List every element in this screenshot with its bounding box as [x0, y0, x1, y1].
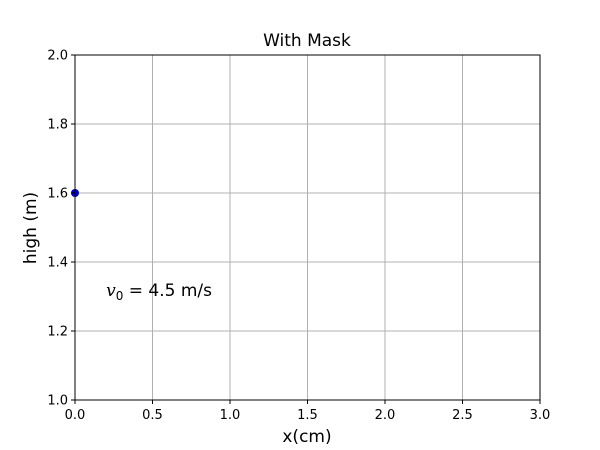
y-tick-label: 1.6 — [47, 187, 68, 202]
x-tick-label: 1.5 — [297, 408, 318, 423]
x-tick-label: 2.0 — [375, 408, 396, 423]
y-tick-label: 1.4 — [47, 256, 68, 271]
velocity-annotation: v0 = 4.5 m/s — [106, 281, 212, 303]
x-axis-ticks: 0.0 0.5 1.0 1.5 2.0 2.5 3.0 — [65, 400, 551, 423]
y-axis-title: high (m) — [21, 192, 41, 264]
x-tick-label: 0.5 — [142, 408, 163, 423]
annotation-text: = 4.5 m/s — [123, 281, 212, 301]
y-tick-label: 1.0 — [47, 394, 68, 409]
x-tick-label: 3.0 — [530, 408, 551, 423]
grid — [74, 54, 541, 401]
chart-title: With Mask — [263, 31, 351, 51]
annotation-subscript: 0 — [116, 289, 124, 303]
x-tick-label: 0.0 — [65, 408, 86, 423]
y-tick-label: 1.2 — [47, 325, 68, 340]
y-tick-label: 1.8 — [47, 118, 68, 133]
annotation-symbol: v — [106, 281, 116, 301]
y-tick-label: 2.0 — [47, 49, 68, 64]
x-tick-label: 2.5 — [452, 408, 473, 423]
y-axis-ticks: 1.0 1.2 1.4 1.6 1.8 2.0 — [47, 49, 75, 409]
x-axis-title: x(cm) — [282, 427, 331, 447]
x-tick-label: 1.0 — [220, 408, 241, 423]
